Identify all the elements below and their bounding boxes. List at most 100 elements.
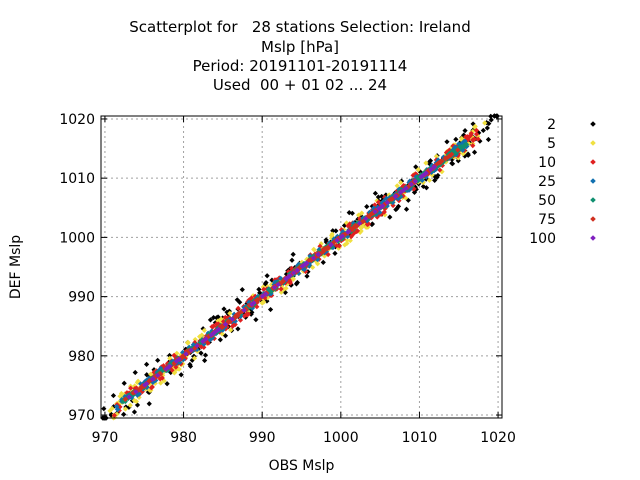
data-point	[246, 302, 252, 308]
data-point	[488, 117, 494, 123]
data-point	[485, 136, 492, 143]
data-point	[235, 326, 241, 332]
data-point	[151, 367, 157, 373]
data-point	[449, 160, 455, 166]
data-point	[121, 380, 127, 386]
data-point	[323, 248, 330, 255]
data-point	[395, 196, 401, 202]
data-point	[168, 361, 174, 367]
data-point	[306, 261, 312, 267]
data-point	[371, 205, 377, 211]
x-tick-label: 1020	[480, 430, 516, 446]
data-point	[189, 357, 195, 363]
data-point	[405, 184, 411, 190]
data-point	[129, 395, 135, 401]
data-point	[393, 193, 399, 199]
x-tick-label: 990	[249, 430, 276, 446]
data-point	[222, 333, 229, 339]
data-point	[290, 251, 296, 257]
data-point	[439, 169, 445, 175]
data-point	[349, 210, 355, 216]
data-point	[418, 174, 424, 180]
data-point	[289, 257, 295, 263]
data-point	[122, 406, 129, 412]
data-point	[121, 411, 127, 417]
data-point	[296, 270, 302, 277]
data-point	[166, 364, 172, 370]
data-point	[155, 372, 161, 378]
data-point	[445, 154, 452, 160]
data-point	[311, 246, 317, 252]
data-point	[257, 296, 263, 302]
data-point	[201, 327, 207, 334]
data-point	[410, 172, 416, 179]
data-point	[405, 197, 411, 203]
data-point	[480, 127, 486, 134]
data-point	[214, 321, 220, 327]
data-point	[237, 317, 244, 323]
data-point	[251, 300, 257, 306]
data-point	[386, 192, 392, 198]
data-point	[283, 276, 289, 282]
data-point	[232, 321, 238, 328]
data-point	[148, 385, 155, 391]
series-100	[126, 164, 438, 400]
legend-label-25: 25	[538, 174, 556, 190]
data-point	[449, 156, 455, 163]
data-point	[375, 199, 382, 205]
data-point	[118, 390, 125, 397]
data-point	[412, 178, 418, 184]
data-point	[415, 166, 421, 173]
data-point	[323, 245, 329, 251]
data-point	[169, 367, 175, 373]
data-point	[203, 336, 209, 342]
data-point	[229, 316, 235, 322]
data-point	[357, 215, 363, 222]
data-point	[328, 242, 334, 248]
data-point	[410, 186, 416, 192]
data-point	[397, 189, 404, 196]
data-point	[206, 331, 213, 337]
data-point	[173, 358, 180, 364]
data-point	[382, 206, 388, 212]
data-point	[364, 213, 371, 219]
legend-marker-100	[590, 235, 596, 241]
data-point	[132, 383, 138, 389]
data-point	[164, 381, 170, 387]
data-point	[443, 156, 449, 162]
data-point	[310, 255, 317, 261]
data-point	[286, 274, 292, 280]
chart-title-line-2: Mslp [hPa]	[261, 38, 339, 56]
data-point	[148, 371, 154, 377]
data-point	[143, 381, 150, 387]
data-point	[315, 261, 321, 267]
data-point	[299, 259, 305, 265]
data-point	[398, 193, 404, 200]
data-point	[444, 139, 450, 145]
data-point	[308, 257, 314, 263]
data-point	[465, 140, 472, 147]
data-point	[244, 312, 250, 318]
data-point	[408, 181, 414, 187]
data-point	[428, 167, 434, 173]
data-point	[364, 204, 370, 210]
legend-label-5: 5	[547, 136, 556, 152]
legend-marker-5	[590, 140, 596, 146]
data-point	[194, 346, 200, 353]
data-point	[453, 136, 459, 143]
data-point	[246, 299, 252, 305]
legend-marker-25	[590, 178, 596, 184]
data-point	[147, 373, 153, 380]
data-point	[136, 394, 142, 401]
chart-title-line-1: Scatterplot for 28 stations Selection: I…	[129, 18, 471, 36]
data-point	[228, 327, 234, 333]
data-point	[268, 289, 274, 295]
data-point	[455, 147, 461, 153]
data-point	[305, 258, 312, 264]
data-point	[146, 401, 152, 407]
data-point	[301, 262, 308, 268]
data-point	[372, 190, 378, 196]
data-point	[317, 243, 323, 249]
data-point	[205, 340, 211, 346]
legend-label-75: 75	[538, 212, 556, 228]
